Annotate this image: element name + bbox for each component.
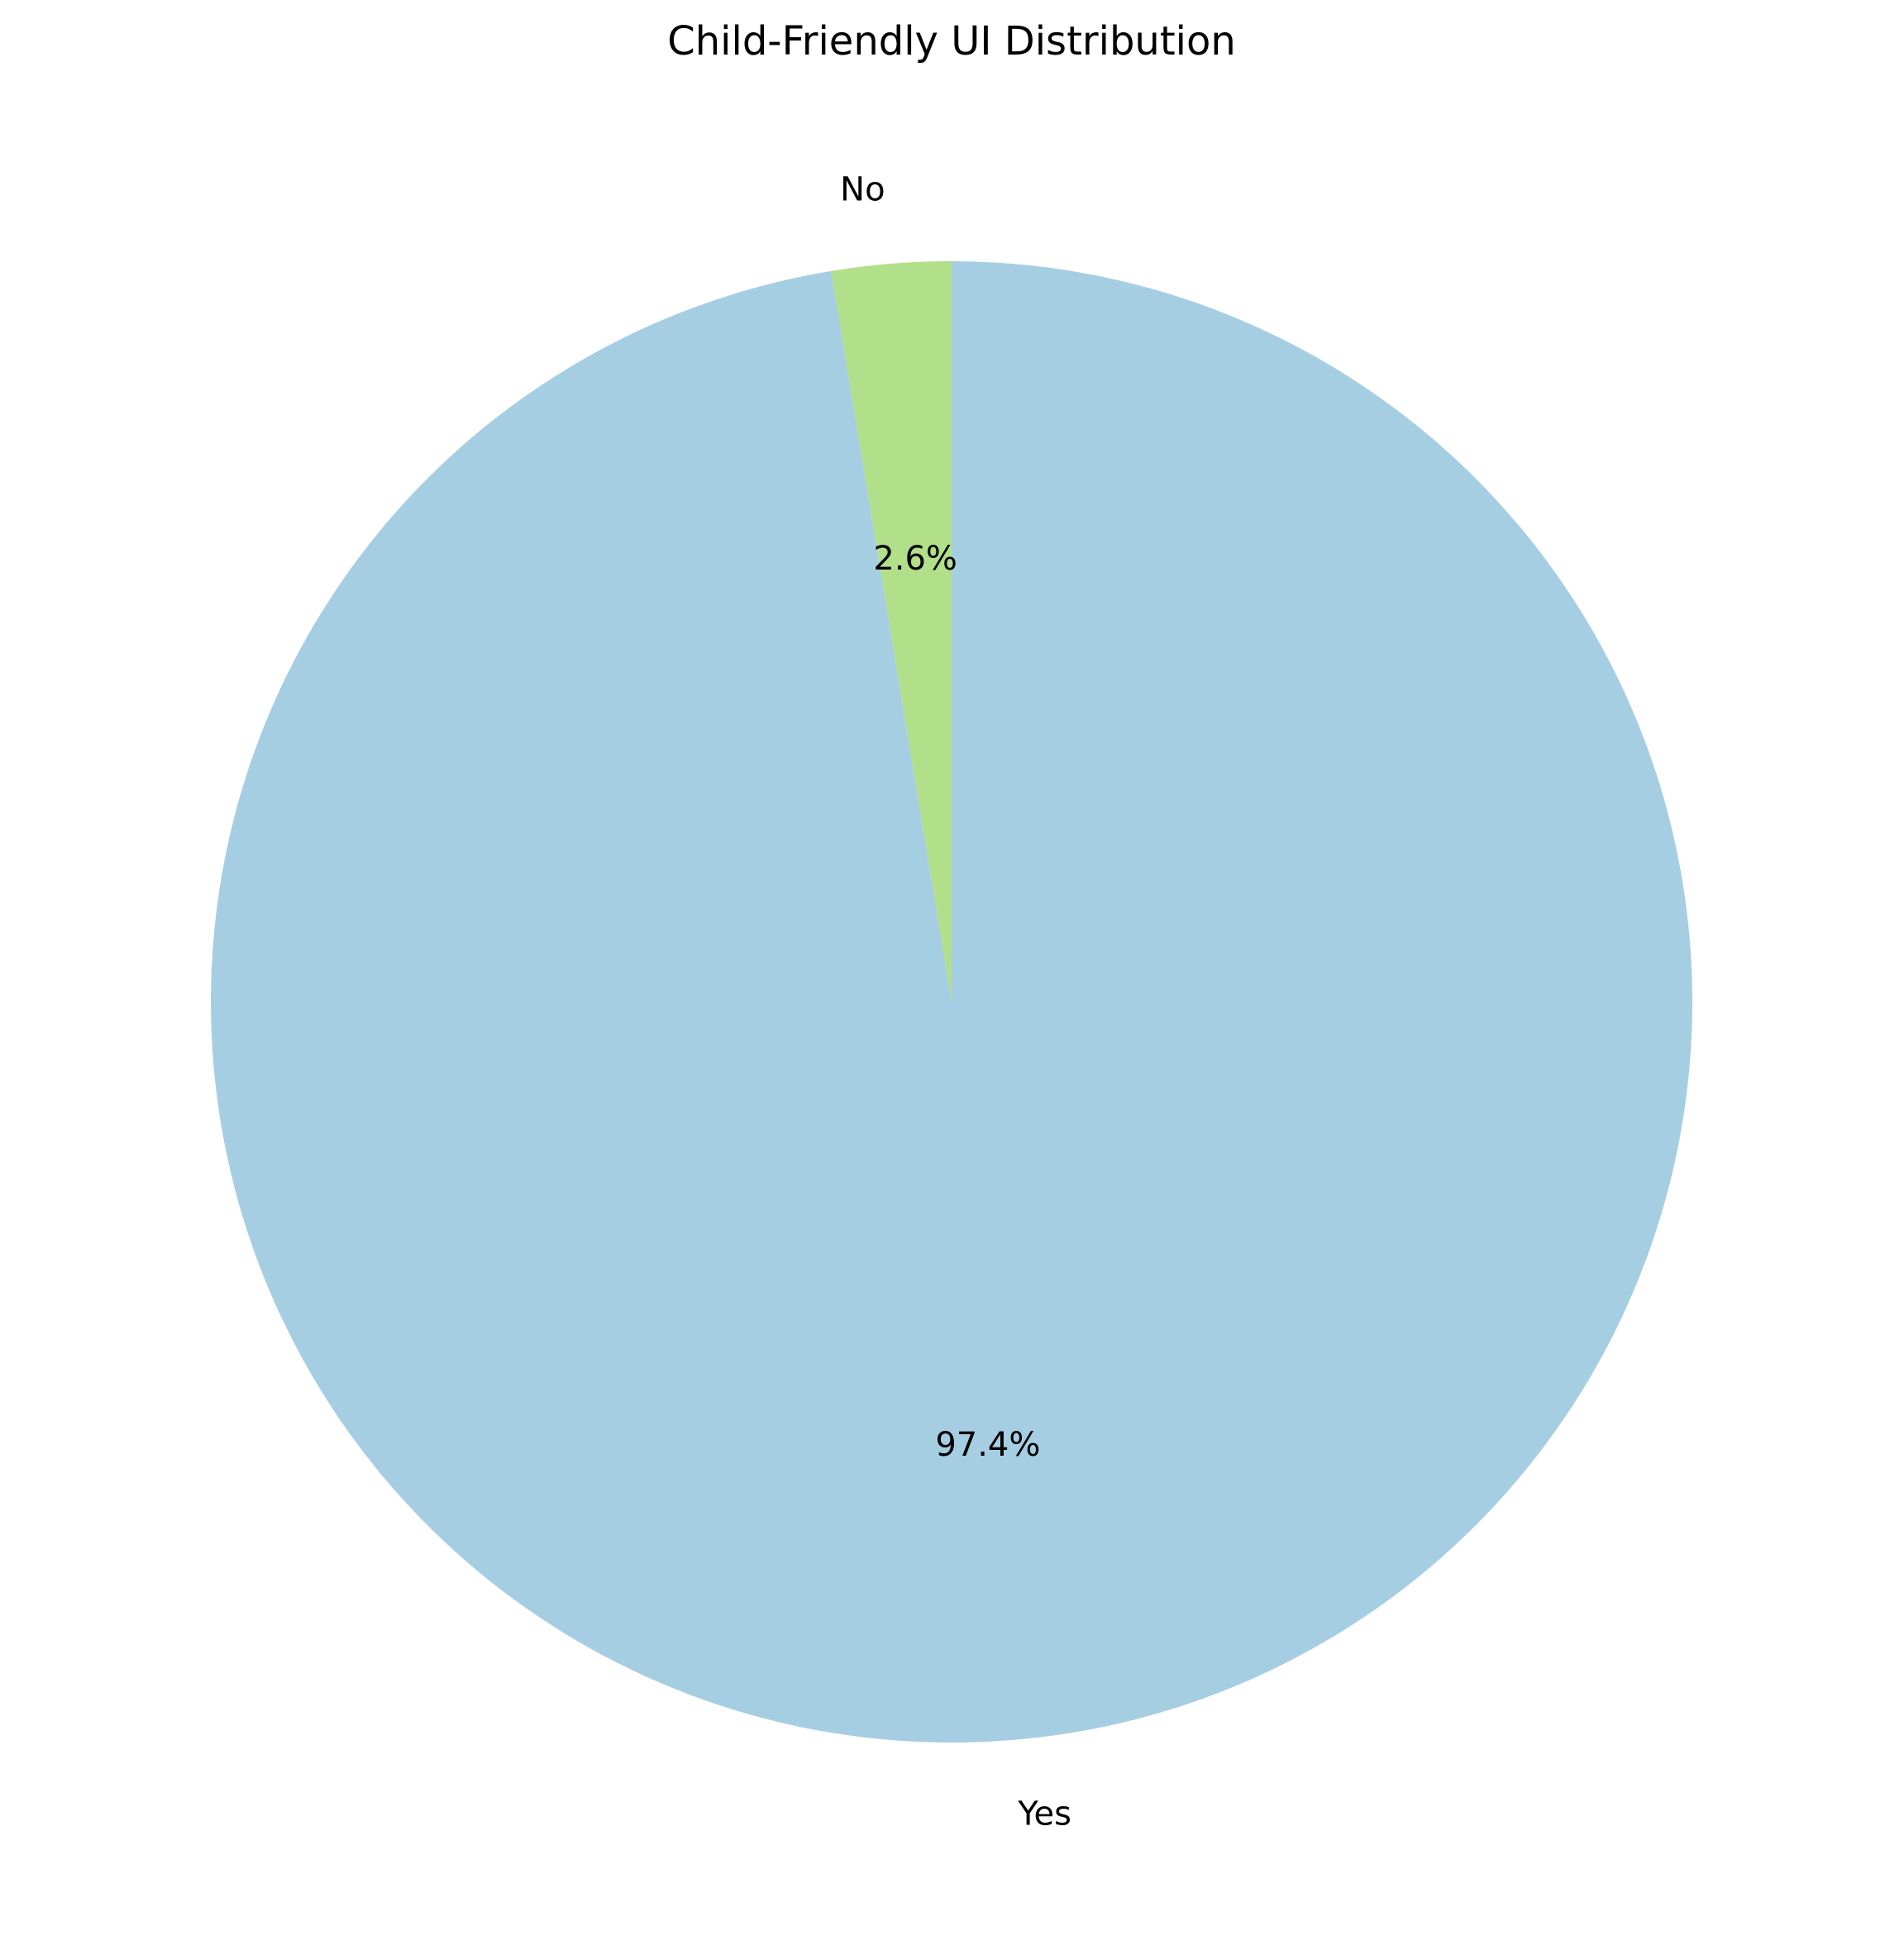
pie-slice-yes bbox=[211, 261, 1692, 1743]
slice-label-yes: Yes bbox=[1017, 1795, 1071, 1833]
pie-slices bbox=[211, 261, 1692, 1743]
pie-slice-no bbox=[831, 261, 952, 1002]
slice-label-no: No bbox=[840, 171, 885, 209]
slice-percent-yes: 97.4% bbox=[935, 1426, 1040, 1464]
chart-title: Child-Friendly UI Distribution bbox=[667, 18, 1236, 64]
slice-percent-no: 2.6% bbox=[873, 540, 957, 578]
pie-labels: No 2.6% Yes 97.4% bbox=[840, 171, 1071, 1833]
